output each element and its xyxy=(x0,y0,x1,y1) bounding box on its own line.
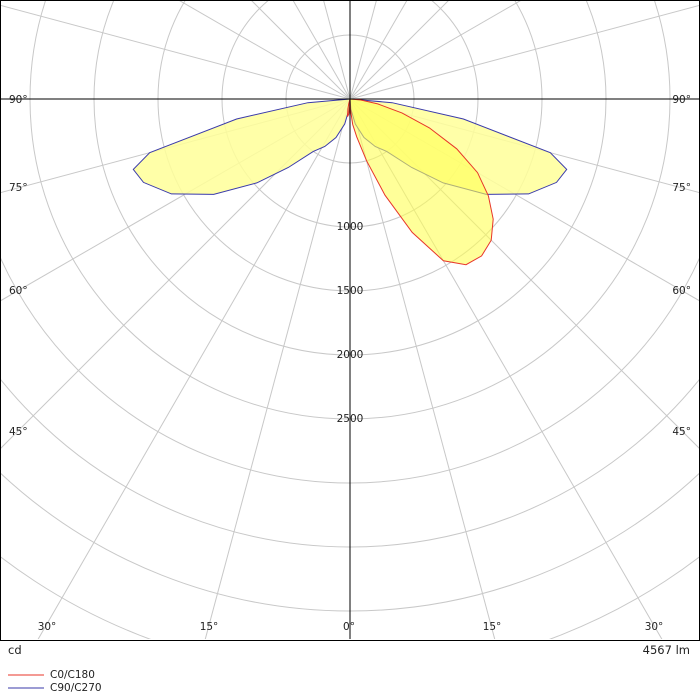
series-c0-c180 xyxy=(347,98,494,266)
label-layer: 1000 1500 2000 2500 90° 90° 75° 75° 60° 60° 45° 45°… xyxy=(9,94,691,633)
unit-label: cd xyxy=(8,643,22,657)
angle-tick-label-bottom: 30° xyxy=(645,621,664,633)
radial-tick-label: 2500 xyxy=(337,413,364,425)
flux-label: 4567 lm xyxy=(643,643,690,657)
grid-spoke xyxy=(349,4,699,100)
angle-tick-label-left: 90° xyxy=(9,94,28,106)
grid-spoke xyxy=(349,98,496,639)
angle-tick-label-right: 60° xyxy=(672,285,691,297)
angle-tick-label-right: 45° xyxy=(672,426,691,438)
angle-tick-label-left: 45° xyxy=(9,426,28,438)
grid-spoke xyxy=(37,98,351,639)
angle-tick-label-bottom: 15° xyxy=(200,621,219,633)
grid-spoke xyxy=(349,1,521,100)
grid-spoke xyxy=(1,4,351,100)
angle-tick-label-left: 75° xyxy=(9,182,28,194)
grid-spoke xyxy=(349,1,449,100)
footer: cd 4567 lm xyxy=(8,643,690,657)
angle-tick-label-right: 90° xyxy=(672,94,691,106)
radial-tick-label: 1000 xyxy=(337,221,364,233)
angle-tick-label-bottom: 0° xyxy=(343,621,355,633)
radial-tick-label: 2000 xyxy=(337,349,364,361)
legend-label-c0: C0/C180 xyxy=(50,669,95,681)
angle-tick-label-left: 60° xyxy=(9,285,28,297)
grid-spoke xyxy=(179,1,351,100)
angle-tick-label-right: 75° xyxy=(672,182,691,194)
grid-spoke xyxy=(251,1,351,100)
legend: C0/C180 C90/C270 xyxy=(8,669,102,694)
grid-spoke xyxy=(349,1,408,100)
angle-tick-label-bottom: 30° xyxy=(38,621,57,633)
grid-spoke xyxy=(204,98,351,639)
angle-tick-label-bottom: 15° xyxy=(483,621,502,633)
legend-label-c90: C90/C270 xyxy=(50,682,102,694)
radial-tick-label: 1500 xyxy=(337,285,364,297)
grid-spoke xyxy=(292,1,351,100)
axis-layer xyxy=(1,1,699,639)
